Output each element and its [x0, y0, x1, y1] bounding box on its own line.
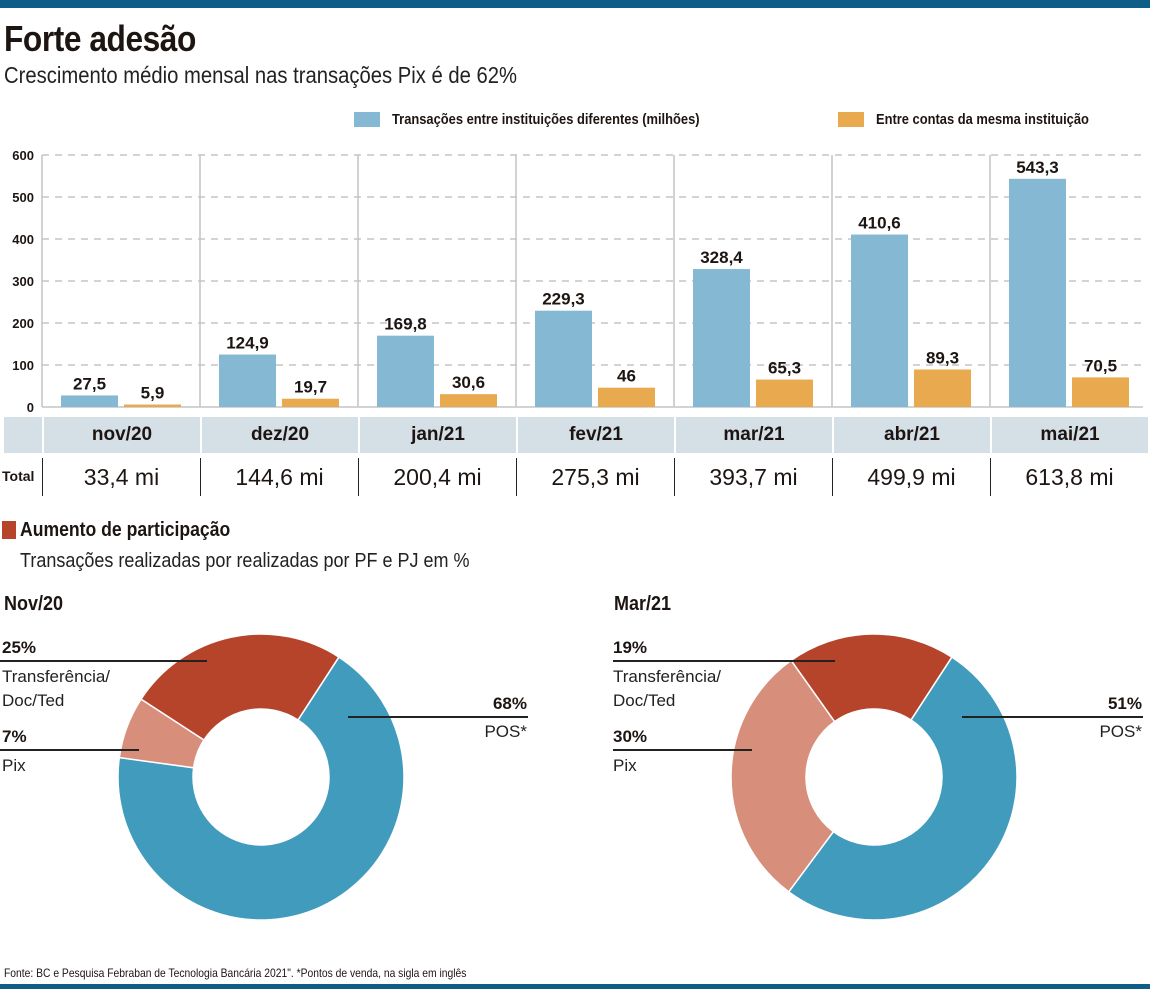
donut-title-mar21: Mar/21 — [614, 593, 672, 615]
leader-line — [0, 749, 139, 751]
bar-value-label: 543,3 — [1016, 158, 1059, 177]
y-tick-label: 600 — [12, 148, 34, 163]
bar-interbank — [851, 234, 908, 407]
donut-slice-pos — [787, 656, 1018, 921]
total-value: 499,9 mi — [832, 458, 990, 496]
x-category-label: fev/21 — [516, 417, 674, 453]
bar-value-label: 5,9 — [141, 384, 165, 403]
pix-pct: 7% — [2, 727, 27, 746]
y-tick-label: 400 — [12, 232, 34, 247]
bar-interbank — [61, 395, 118, 407]
donut-slice-transfer — [790, 633, 953, 723]
source-note: Fonte: BC e Pesquisa Febraban de Tecnolo… — [4, 966, 467, 980]
total-row-label: Total — [2, 468, 35, 484]
x-category-label: nov/20 — [42, 417, 200, 453]
bar-same-institution — [440, 394, 497, 407]
leader-line — [613, 660, 835, 662]
bar-value-label: 229,3 — [542, 290, 585, 309]
transfer-pct: 25% — [2, 638, 37, 657]
leader-line — [0, 660, 207, 662]
bar-value-label: 89,3 — [926, 348, 959, 367]
donut-slice-pix — [730, 659, 836, 893]
bar-interbank — [535, 310, 592, 407]
y-tick-label: 300 — [12, 274, 34, 289]
pos-pct: 68% — [492, 694, 527, 713]
total-value: 275,3 mi — [516, 458, 674, 496]
pix-pct: 30% — [613, 727, 648, 746]
leader-line — [962, 716, 1143, 718]
bar-value-label: 70,5 — [1084, 356, 1117, 375]
total-value: 33,4 mi — [42, 458, 200, 496]
donut-title-nov20: Nov/20 — [4, 593, 64, 615]
bar-interbank — [693, 269, 750, 407]
bar-value-label: 46 — [617, 367, 636, 386]
bar-value-label: 30,6 — [452, 373, 485, 392]
legend-item-same-institution: Entre contas da mesma instituição — [838, 111, 1124, 128]
legend-label: Entre contas da mesma instituição — [876, 111, 1089, 128]
total-value: 393,7 mi — [674, 458, 832, 496]
chart-title: Forte adesão — [4, 18, 196, 59]
y-tick-label: 200 — [12, 316, 34, 331]
x-category-label: mar/21 — [674, 417, 832, 453]
pos-label: POS* — [1099, 722, 1142, 741]
bar-same-institution — [598, 387, 655, 407]
x-category-label: abr/21 — [832, 417, 990, 453]
bar-same-institution — [1072, 377, 1129, 407]
bar-chart: 0 100 200 300 400 500 600 27,5 5,9 124,9 19,7 169,8… — [12, 148, 1143, 415]
x-category-label: jan/21 — [358, 417, 516, 453]
bottom-accent-bar — [0, 984, 1150, 989]
bar-value-label: 65,3 — [768, 359, 801, 378]
bar-interbank — [219, 354, 276, 407]
bar-value-label: 410,6 — [858, 214, 901, 233]
months-header-band: nov/20 dez/20 jan/21 fev/21 mar/21 abr/21 mai/… — [4, 417, 1148, 453]
bar-interbank — [377, 335, 434, 407]
total-value: 144,6 mi — [200, 458, 358, 496]
legend-label: Transações entre instituições diferentes… — [392, 111, 700, 128]
transfer-label-line2: Doc/Ted — [2, 691, 65, 710]
pos-pct: 51% — [1107, 694, 1142, 713]
bar-interbank — [1009, 178, 1066, 407]
x-category-label: mai/21 — [990, 417, 1148, 453]
pix-label: Pix — [613, 756, 637, 775]
transfer-label-line1: Transferência/ — [2, 667, 111, 686]
leader-line — [613, 749, 752, 751]
transfer-label-line1: Transferência/ — [613, 667, 722, 686]
x-category-label: dez/20 — [200, 417, 358, 453]
total-value: 200,4 mi — [358, 458, 516, 496]
pix-label: Pix — [2, 756, 26, 775]
legend-swatch-orange — [838, 112, 864, 127]
bar-value-label: 19,7 — [294, 378, 327, 397]
legend-swatch-blue — [354, 112, 380, 127]
donut-slice-pos — [117, 656, 405, 921]
pos-label: POS* — [484, 722, 527, 741]
y-tick-label: 0 — [27, 400, 34, 415]
bar-value-label: 169,8 — [384, 315, 427, 334]
transfer-label-line2: Doc/Ted — [613, 691, 676, 710]
bar-value-label: 27,5 — [73, 374, 106, 393]
leader-line — [348, 716, 528, 718]
section-marker — [2, 521, 16, 539]
bar-same-institution — [756, 379, 813, 407]
top-accent-bar — [0, 0, 1150, 8]
total-value: 613,8 mi — [990, 458, 1148, 496]
section-title: Aumento de participação — [20, 519, 231, 541]
transfer-pct: 19% — [613, 638, 648, 657]
legend-item-interbank: Transações entre instituições diferentes… — [354, 111, 750, 128]
bar-same-institution — [282, 398, 339, 407]
bar-value-label: 124,9 — [226, 334, 269, 353]
bar-same-institution — [914, 369, 971, 407]
y-tick-label: 100 — [12, 358, 34, 373]
chart-subtitle: Crescimento médio mensal nas transações … — [4, 62, 517, 88]
bar-value-label: 328,4 — [700, 248, 743, 267]
bar-same-institution — [124, 404, 181, 407]
section-subtitle: Transações realizadas por realizadas por… — [20, 550, 470, 572]
donut-chart-mar21 — [730, 633, 1018, 921]
y-tick-label: 500 — [12, 190, 34, 205]
